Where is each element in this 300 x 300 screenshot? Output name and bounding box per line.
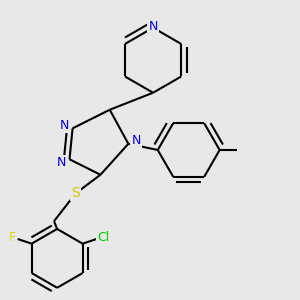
Text: N: N bbox=[60, 119, 70, 132]
Text: N: N bbox=[148, 20, 158, 33]
Text: S: S bbox=[71, 186, 80, 200]
Text: Cl: Cl bbox=[97, 231, 110, 244]
Text: N: N bbox=[131, 134, 141, 147]
Text: F: F bbox=[9, 231, 16, 244]
Text: N: N bbox=[57, 156, 66, 169]
